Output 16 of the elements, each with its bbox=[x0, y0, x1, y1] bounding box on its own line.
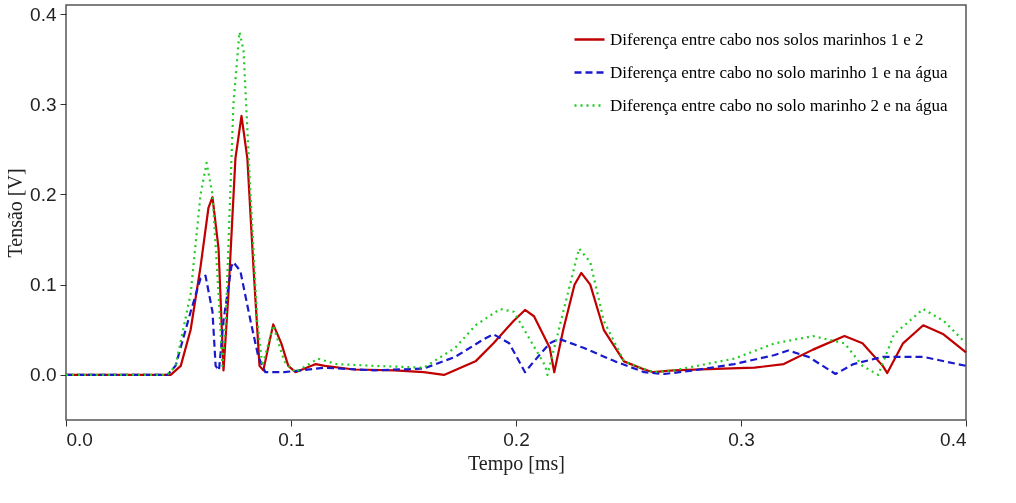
line-series bbox=[64, 30, 968, 376]
legend-label: Diferença entre cabo no solo marinho 1 e na água bbox=[610, 62, 948, 82]
x-tick-label: 0.4 bbox=[940, 428, 967, 450]
y-axis-title: Tensão [V] bbox=[4, 168, 27, 258]
y-tick-label: 0.4 bbox=[30, 3, 57, 25]
legend-label: Diferença entre cabo no solo marinho 2 e na água bbox=[610, 95, 948, 115]
y-tick-label: 0.2 bbox=[30, 183, 57, 205]
y-tick-label: 0.3 bbox=[30, 93, 57, 115]
x-tick-label: 0.3 bbox=[728, 428, 755, 450]
x-tick-label: 0.0 bbox=[66, 428, 93, 450]
y-tick-label: 0.1 bbox=[30, 274, 57, 296]
legend-label: Diferença entre cabo nos solos marinhos 1 e 2 bbox=[610, 29, 924, 49]
x-axis-title: Tempo [ms] bbox=[468, 451, 565, 475]
x-tick-label: 0.2 bbox=[503, 428, 530, 450]
x-tick-label: 0.1 bbox=[278, 428, 305, 450]
y-tick-label: 0.0 bbox=[30, 364, 57, 386]
